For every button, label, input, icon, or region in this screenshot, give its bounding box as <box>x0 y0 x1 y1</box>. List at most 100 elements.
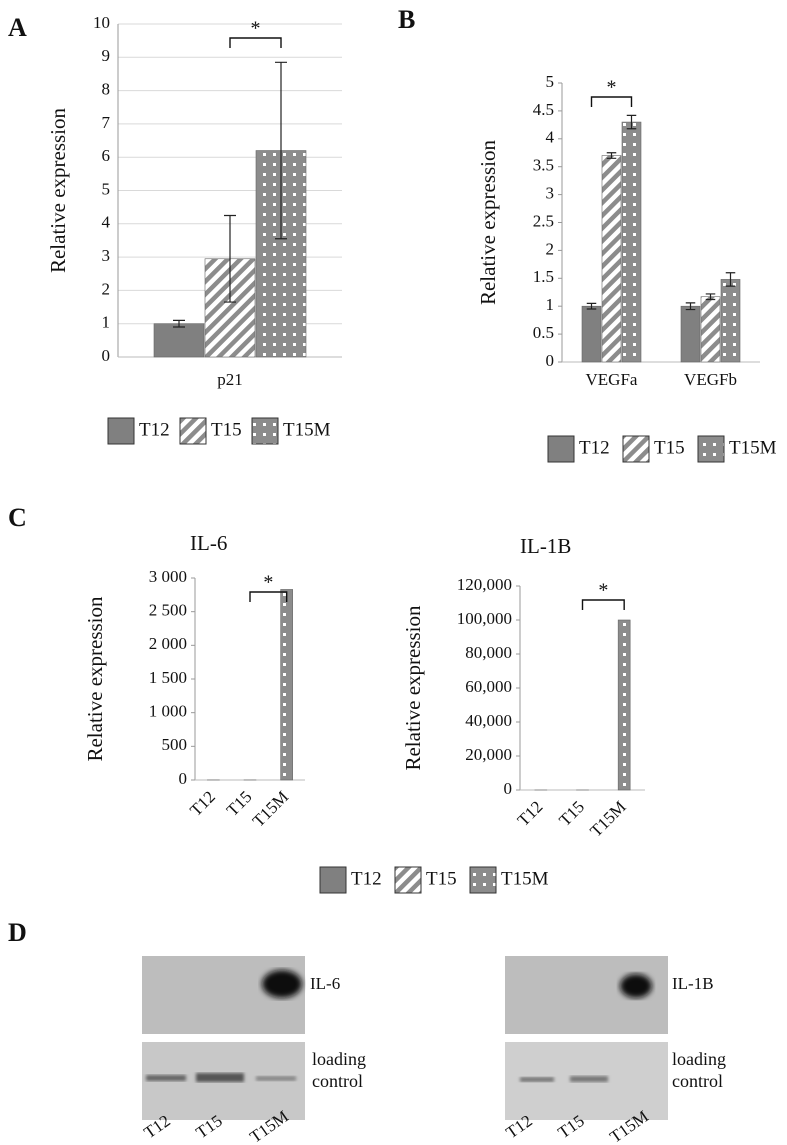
x-tick-label: T12 <box>514 797 547 830</box>
legend-swatch <box>697 435 725 463</box>
bar <box>601 155 622 363</box>
y-tick-label: 1 500 <box>149 668 187 687</box>
y-axis-label: Relative expression <box>46 107 70 273</box>
y-tick-label: 40,000 <box>465 711 512 730</box>
significance-bracket <box>229 37 282 48</box>
y-tick-label: 0 <box>546 351 555 370</box>
y-tick-label: 7 <box>102 113 111 132</box>
y-tick-label: 120,000 <box>457 575 512 594</box>
panel-label: C <box>8 503 27 532</box>
y-tick-label: 5 <box>546 72 555 91</box>
y-tick-label: 20,000 <box>465 745 512 764</box>
error-bar <box>606 152 617 159</box>
bar <box>280 589 293 781</box>
x-tick-label: T15M <box>586 797 629 840</box>
y-axis-label: Relative expression <box>476 139 500 305</box>
legend-swatch <box>394 866 422 894</box>
legend-label: T15M <box>283 419 331 440</box>
bar <box>581 305 602 363</box>
y-tick-label: 80,000 <box>465 643 512 662</box>
blot-band <box>262 970 302 998</box>
y-tick-label: 100,000 <box>457 609 512 628</box>
y-tick-label: 2.5 <box>533 211 554 230</box>
y-tick-label: 1 <box>102 313 111 332</box>
blot-target: IL-6 <box>310 974 340 993</box>
legend-swatch <box>319 866 347 894</box>
blot-band <box>570 1076 608 1082</box>
bar <box>700 296 721 363</box>
y-tick-label: 3 000 <box>149 567 187 586</box>
blot-control: loading control <box>672 1049 726 1091</box>
legend-swatch <box>179 417 207 445</box>
significance-label: * <box>598 580 608 602</box>
y-tick-label: 9 <box>102 46 111 65</box>
x-tick-label: T15 <box>555 797 588 830</box>
legend-swatch <box>107 417 135 445</box>
y-tick-label: 0 <box>102 346 111 365</box>
bar <box>680 305 701 363</box>
legend-label: T12 <box>351 868 382 889</box>
y-tick-label: 0 <box>504 779 513 798</box>
blot-band <box>146 1075 186 1081</box>
panel-label: B <box>398 5 415 34</box>
x-tick-label: VEGFa <box>586 370 638 389</box>
y-tick-label: 0.5 <box>533 323 554 342</box>
y-tick-label: 4.5 <box>533 100 554 119</box>
chart-title: IL-6 <box>190 531 227 555</box>
chart-title: IL-1B <box>520 534 571 558</box>
blot-target: IL-1B <box>672 974 714 993</box>
y-tick-label: 60,000 <box>465 677 512 696</box>
x-tick-label: p21 <box>217 370 243 389</box>
error-bar <box>275 61 287 240</box>
significance-label: * <box>263 572 273 594</box>
y-tick-label: 500 <box>162 735 188 754</box>
y-axis-label: Relative expression <box>401 605 425 771</box>
y-tick-label: 10 <box>93 13 110 32</box>
y-tick-label: 1 <box>546 295 555 314</box>
blot <box>142 956 668 1120</box>
blot-control-box: loading control <box>672 1049 726 1091</box>
legend-label: T12 <box>139 419 170 440</box>
y-tick-label: 0 <box>179 769 188 788</box>
legend-label: T15 <box>211 419 242 440</box>
y-tick-label: 2 <box>546 239 555 258</box>
error-bar <box>173 319 185 328</box>
y-tick-label: 8 <box>102 80 111 99</box>
blot-control-box: loading control <box>312 1049 366 1091</box>
error-bar <box>626 114 637 130</box>
legend-label: T15M <box>501 868 549 889</box>
legend-swatch <box>622 435 650 463</box>
bar <box>621 121 642 363</box>
y-tick-label: 5 <box>102 179 111 198</box>
legend-label: T15 <box>654 437 685 458</box>
error-bar <box>685 302 696 311</box>
error-bar <box>586 302 597 310</box>
blot-band <box>256 1076 296 1081</box>
error-bar <box>224 214 236 303</box>
x-tick-label: T12 <box>186 787 219 820</box>
y-tick-label: 3.5 <box>533 156 554 175</box>
y-tick-label: 1 000 <box>149 702 187 721</box>
significance-bracket <box>249 591 288 602</box>
y-tick-label: 1.5 <box>533 267 554 286</box>
y-tick-label: 2 <box>102 279 111 298</box>
significance-label: * <box>251 18 261 40</box>
error-bar <box>725 272 736 287</box>
legend-swatch <box>251 417 279 445</box>
panel-label: D <box>8 918 27 947</box>
y-tick-label: 4 <box>102 213 111 232</box>
bar <box>617 619 631 791</box>
legend-label: T12 <box>579 437 610 458</box>
error-bar <box>705 293 716 301</box>
y-axis-label: Relative expression <box>83 596 107 762</box>
bar <box>153 323 205 358</box>
blot-band <box>520 1077 554 1082</box>
y-tick-label: 2 000 <box>149 634 187 653</box>
bar <box>720 279 741 363</box>
significance-label: * <box>607 77 617 99</box>
y-tick-label: 4 <box>546 128 555 147</box>
legend-swatch <box>547 435 575 463</box>
legend-label: T15M <box>729 437 777 458</box>
y-tick-label: 3 <box>102 246 111 265</box>
